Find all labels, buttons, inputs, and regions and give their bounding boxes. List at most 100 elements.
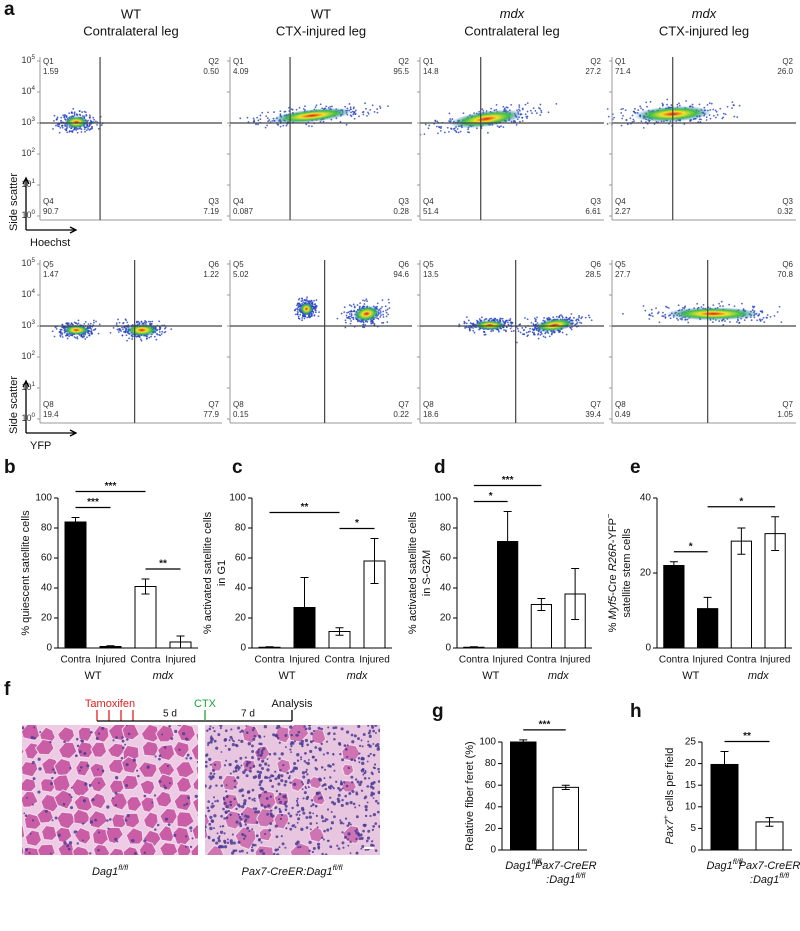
event-dot bbox=[308, 125, 310, 127]
event-dot bbox=[296, 310, 299, 313]
nucleus bbox=[116, 840, 119, 843]
x-tick-label: Contra bbox=[526, 655, 556, 666]
nucleus bbox=[262, 852, 266, 855]
nucleus bbox=[208, 822, 212, 826]
y-tick-label: 0 bbox=[240, 643, 246, 654]
event-dot bbox=[651, 312, 653, 315]
event-dot bbox=[388, 301, 391, 304]
event-dot bbox=[502, 105, 505, 108]
quadrant-value: 18.6 bbox=[423, 410, 439, 419]
nucleus bbox=[284, 733, 288, 737]
text-span: 10 bbox=[21, 148, 31, 158]
nucleus bbox=[229, 841, 234, 845]
event-dot bbox=[642, 126, 645, 129]
event-dot bbox=[705, 119, 708, 121]
nucleus bbox=[223, 832, 226, 835]
event-dot bbox=[255, 123, 257, 126]
nucleus bbox=[223, 845, 228, 849]
nucleus bbox=[333, 732, 336, 735]
nucleus bbox=[31, 803, 34, 806]
nucleus bbox=[254, 844, 257, 847]
nucleus bbox=[349, 801, 353, 805]
muscle-fiber bbox=[191, 824, 198, 840]
nucleus bbox=[306, 795, 310, 799]
nucleus bbox=[269, 795, 273, 798]
event-dot bbox=[542, 335, 545, 338]
text-span: fl/fl bbox=[733, 857, 743, 866]
nucleus bbox=[377, 767, 380, 771]
event-dot bbox=[268, 119, 271, 121]
event-dot bbox=[651, 315, 654, 318]
event-dot bbox=[155, 338, 158, 341]
event-dot bbox=[349, 106, 352, 109]
nucleus bbox=[280, 774, 284, 778]
quadrant-name: Q2 bbox=[590, 57, 601, 66]
event-dot bbox=[109, 331, 112, 334]
event-dot bbox=[423, 133, 426, 136]
nucleus bbox=[314, 766, 317, 769]
density-core bbox=[271, 107, 353, 124]
nucleus bbox=[359, 744, 362, 747]
nucleus bbox=[74, 754, 78, 758]
event-dot bbox=[521, 116, 524, 119]
nucleus bbox=[340, 780, 343, 783]
event-dot bbox=[285, 124, 288, 127]
event-dot bbox=[78, 113, 81, 116]
nucleus bbox=[101, 769, 105, 773]
nucleus bbox=[296, 821, 299, 824]
quadrant-value: 19.4 bbox=[43, 410, 59, 419]
group-label: WT bbox=[278, 670, 295, 682]
nucleus bbox=[233, 779, 237, 783]
error-bar bbox=[503, 511, 512, 572]
event-dot bbox=[55, 124, 57, 127]
event-dot bbox=[428, 124, 431, 127]
event-dot bbox=[305, 299, 308, 302]
nucleus bbox=[309, 749, 313, 754]
nucleus bbox=[50, 782, 54, 786]
event-dot bbox=[490, 317, 493, 320]
muscle-fiber bbox=[22, 790, 39, 808]
event-dot bbox=[780, 321, 783, 324]
event-dot bbox=[126, 321, 129, 324]
nucleus bbox=[24, 847, 29, 852]
nucleus bbox=[369, 814, 372, 818]
nucleus bbox=[310, 805, 313, 808]
x-tick-label: Contra bbox=[254, 655, 284, 666]
event-dot bbox=[642, 305, 645, 307]
event-dot bbox=[517, 330, 520, 333]
quadrant-name: Q8 bbox=[233, 400, 244, 409]
event-dot bbox=[315, 305, 318, 308]
nucleus bbox=[272, 774, 275, 778]
y-tick-label: 40 bbox=[485, 801, 497, 812]
event-dot bbox=[689, 120, 692, 123]
event-dot bbox=[500, 125, 502, 127]
x-tick-label: Contra bbox=[459, 655, 489, 666]
nucleus bbox=[53, 771, 57, 775]
event-dot bbox=[88, 334, 91, 337]
event-dot bbox=[267, 111, 269, 114]
event-dot bbox=[435, 125, 438, 128]
event-dot bbox=[620, 112, 623, 114]
muscle-fiber bbox=[22, 778, 24, 787]
event-dot bbox=[358, 115, 360, 118]
quadrant-value: 7.19 bbox=[203, 207, 219, 216]
nucleus bbox=[330, 784, 333, 788]
error-bar bbox=[176, 635, 185, 649]
nucleus bbox=[296, 802, 299, 804]
event-dot bbox=[379, 316, 382, 318]
nucleus bbox=[361, 844, 365, 848]
event-dot bbox=[376, 108, 379, 110]
nucleus bbox=[278, 792, 282, 796]
muscle-fiber bbox=[209, 759, 223, 772]
nucleus bbox=[112, 739, 115, 742]
event-dot bbox=[715, 116, 717, 119]
event-dot bbox=[311, 125, 313, 128]
event-dot bbox=[379, 307, 382, 310]
text-span: 1 bbox=[31, 178, 35, 185]
nucleus bbox=[208, 757, 212, 762]
event-dot bbox=[302, 301, 305, 304]
nucleus bbox=[233, 797, 236, 801]
nucleus bbox=[373, 767, 376, 770]
nucleus bbox=[234, 759, 238, 763]
